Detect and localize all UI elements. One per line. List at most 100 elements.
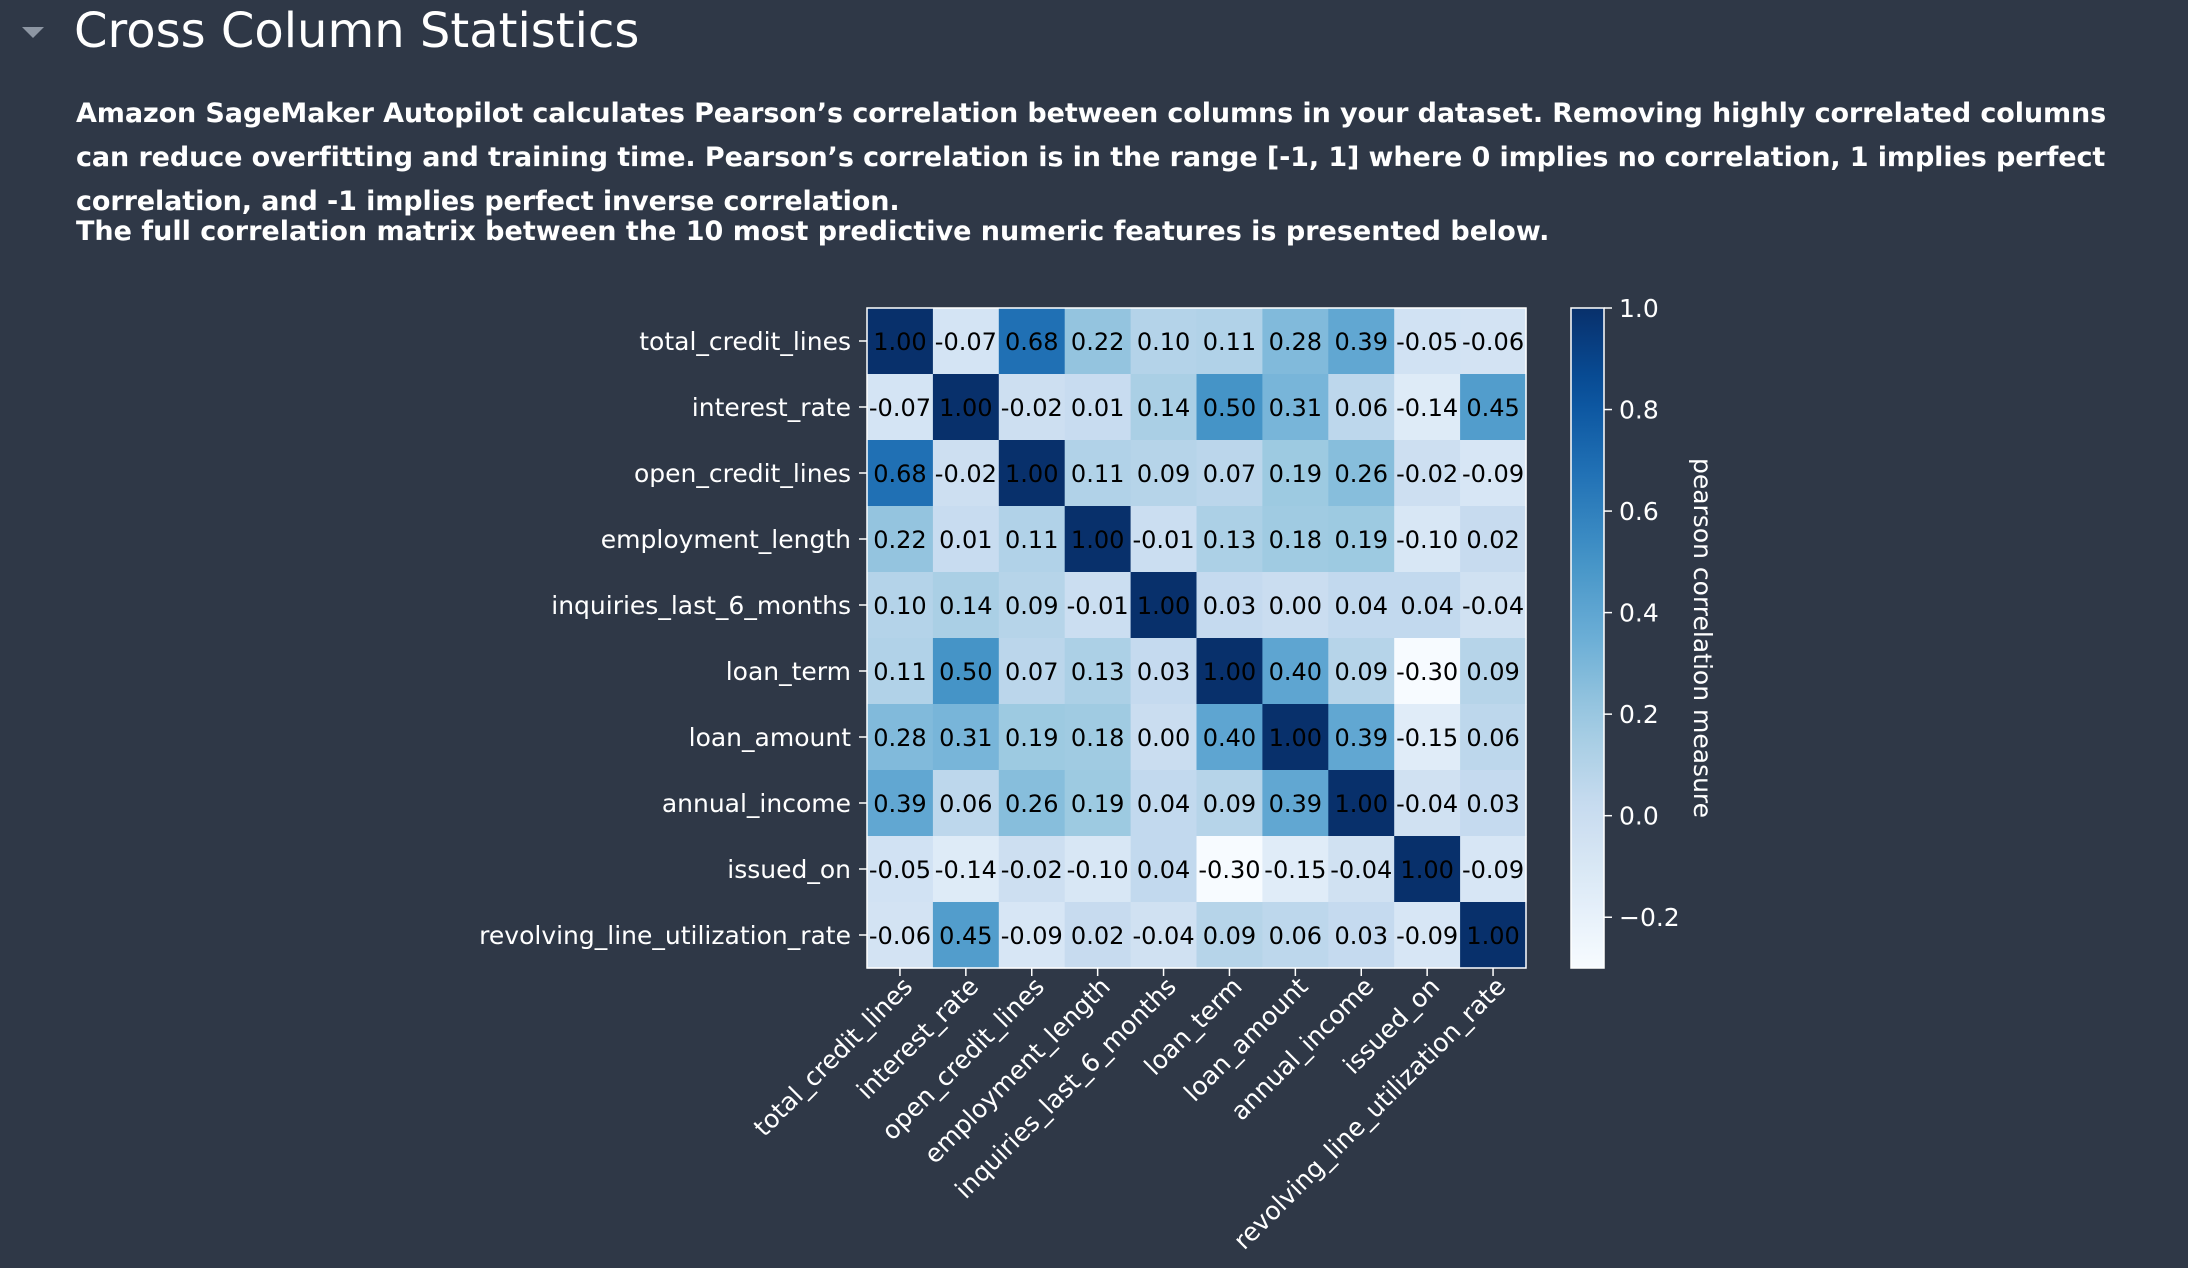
heatmap-cell (1262, 902, 1329, 969)
heatmap-cell-value: -0.09 (1462, 460, 1524, 488)
heatmap-cell (1130, 572, 1198, 639)
heatmap-cell (1328, 506, 1395, 573)
heatmap-cell (1064, 902, 1132, 969)
heatmap-cell (1196, 770, 1263, 837)
heatmap-cell-value: 0.09 (1137, 460, 1190, 488)
heatmap-cell-value: -0.02 (1001, 856, 1063, 884)
heatmap-cell-value: -0.06 (869, 922, 931, 950)
heatmap-cell-value: 0.68 (1005, 328, 1058, 356)
heatmap-cell-value: 0.04 (1335, 592, 1388, 620)
heatmap-cell (932, 902, 1000, 969)
heatmap-cell (1460, 902, 1527, 969)
row-label: revolving_line_utilization_rate (479, 921, 851, 950)
row-label: loan_amount (689, 723, 852, 752)
heatmap-cell-value: 0.45 (939, 922, 992, 950)
heatmap-cell (998, 638, 1066, 705)
heatmap-cell-value: 0.09 (1466, 658, 1519, 686)
heatmap-cell-value: 0.19 (1269, 460, 1322, 488)
row-label: open_credit_lines (634, 459, 851, 488)
collapse-caret-icon[interactable] (22, 26, 44, 38)
heatmap-cell (1262, 704, 1329, 771)
heatmap-cell-value: 0.19 (1005, 724, 1058, 752)
heatmap-border (866, 307, 1527, 969)
heatmap-cell-value: 0.09 (1335, 658, 1388, 686)
heatmap-cell-value: 0.19 (1071, 790, 1124, 818)
heatmap-cell-value: 0.39 (1335, 724, 1388, 752)
heatmap-cell-value: -0.30 (1198, 856, 1260, 884)
heatmap-cell (932, 704, 1000, 771)
heatmap-cell (1130, 374, 1198, 441)
heatmap-cell-value: 0.06 (1335, 394, 1388, 422)
row-label: loan_term (726, 657, 851, 686)
heatmap-cell (1460, 836, 1527, 903)
heatmap-cell (1394, 572, 1461, 639)
heatmap-cell (1394, 836, 1461, 903)
heatmap-cell-value: 0.31 (1269, 394, 1322, 422)
heatmap-cell (1064, 308, 1132, 375)
heatmap-cell (1130, 506, 1198, 573)
heatmap-cell-value: -0.10 (1396, 526, 1458, 554)
heatmap-cell (1460, 704, 1527, 771)
heatmap-cell (1196, 308, 1263, 375)
row-label: annual_income (662, 789, 851, 818)
heatmap-cell-value: 0.28 (1269, 328, 1322, 356)
heatmap-cell (1262, 506, 1329, 573)
heatmap-cell-value: 0.68 (873, 460, 926, 488)
heatmap-cell (1064, 704, 1132, 771)
heatmap-cell-value: -0.10 (1067, 856, 1129, 884)
heatmap-cell (1328, 638, 1395, 705)
heatmap-row-labels: total_credit_lines interest_rate open_cred… (479, 327, 867, 950)
heatmap-frame (866, 307, 1527, 969)
heatmap-cell-value: 0.40 (1203, 724, 1256, 752)
heatmap-cell (1328, 902, 1395, 969)
colorbar-tick-label: 0.6 (1619, 497, 1659, 526)
heatmap-cell (1394, 440, 1461, 507)
heatmap-cell-value: 0.22 (1071, 328, 1124, 356)
heatmap-cell (1394, 506, 1461, 573)
heatmap-cell (867, 836, 934, 903)
heatmap-column-labels: total_credit_linesinterest_rateopen_cred… (748, 968, 1511, 1255)
heatmap-cell-value: 1.00 (1335, 790, 1388, 818)
row-label: issued_on (727, 855, 851, 884)
heatmap-cell-value: -0.01 (1132, 526, 1194, 554)
colorbar-tick-label: −0.2 (1619, 903, 1680, 932)
heatmap-cell (1196, 374, 1263, 441)
heatmap-cell (998, 770, 1066, 837)
heatmap-cell-value: 0.10 (1137, 328, 1190, 356)
heatmap-cell (932, 506, 1000, 573)
heatmap-cell (1196, 704, 1263, 771)
heatmap-cell-value: 0.09 (1203, 790, 1256, 818)
heatmap-cell (998, 704, 1066, 771)
heatmap-cell (1394, 638, 1461, 705)
heatmap-cell-value: 1.00 (1203, 658, 1256, 686)
heatmap-cell (1328, 770, 1395, 837)
row-label: interest_rate (692, 393, 851, 422)
heatmap-cell (1130, 704, 1198, 771)
heatmap-cell-value: 0.04 (1137, 856, 1190, 884)
heatmap-cell (1460, 308, 1527, 375)
heatmap-cell-value: 0.11 (1005, 526, 1058, 554)
heatmap-cell-value: 1.00 (1269, 724, 1322, 752)
heatmap-cell-value: 0.03 (1137, 658, 1190, 686)
heatmap-cell-value: -0.04 (1330, 856, 1392, 884)
heatmap-cell-value: -0.30 (1396, 658, 1458, 686)
colorbar-tick-label: 0.8 (1619, 396, 1659, 425)
heatmap-cell-value: 0.13 (1071, 658, 1124, 686)
heatmap-cell (867, 770, 934, 837)
heatmap-cell-value: 0.07 (1005, 658, 1058, 686)
heatmap-cell-value: 0.09 (1005, 592, 1058, 620)
heatmap-cell (867, 374, 934, 441)
heatmap-cell-value: 1.00 (1137, 592, 1190, 620)
heatmap-cell-value: 0.19 (1335, 526, 1388, 554)
heatmap-cell (1196, 902, 1263, 969)
heatmap-cell (998, 506, 1066, 573)
heatmap-cell (867, 572, 934, 639)
heatmap-cell (932, 440, 1000, 507)
colorbar-gradient (1570, 307, 1605, 969)
heatmap-cell (1064, 374, 1132, 441)
heatmap-cell (1064, 638, 1132, 705)
heatmap-cell (1328, 374, 1395, 441)
heatmap-cell (1394, 704, 1461, 771)
heatmap-cell (998, 572, 1066, 639)
